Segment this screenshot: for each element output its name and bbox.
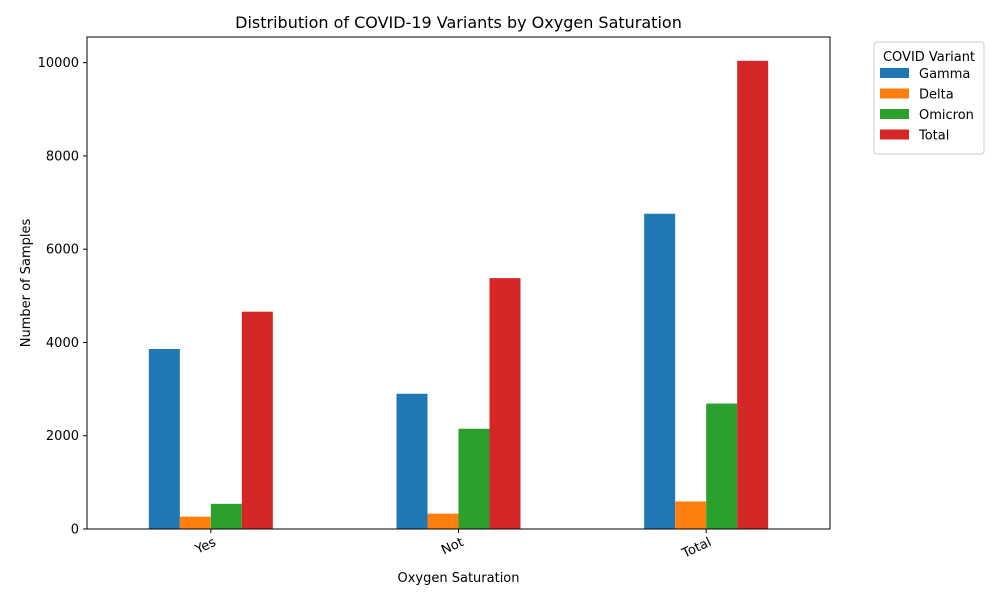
y-tick-label: 10000 bbox=[38, 56, 79, 71]
legend-swatch-total bbox=[880, 129, 909, 140]
y-tick-label: 4000 bbox=[46, 336, 79, 351]
bar-gamma-total bbox=[644, 213, 676, 529]
y-axis-title: Number of Samples bbox=[19, 219, 34, 348]
bars-group bbox=[148, 60, 769, 530]
legend-title: COVID Variant bbox=[883, 50, 975, 65]
chart-title: Distribution of COVID-19 Variants by Oxy… bbox=[235, 13, 682, 32]
bar-total-total bbox=[737, 60, 769, 530]
bar-delta-total bbox=[675, 501, 707, 529]
bar-omicron-not bbox=[458, 428, 490, 529]
legend-label-omicron: Omicron bbox=[919, 108, 974, 123]
plot-area: 0 2000 4000 6000 8000 10000 Yes Not Total bbox=[38, 36, 831, 562]
x-tick-label: Not bbox=[439, 535, 466, 558]
bar-total-yes bbox=[241, 311, 273, 529]
bar-total-not bbox=[489, 278, 521, 529]
legend-swatch-delta bbox=[880, 88, 909, 99]
y-tick-label: 0 bbox=[71, 523, 79, 538]
y-tick-label: 8000 bbox=[46, 149, 79, 164]
x-tick-label: Yes bbox=[192, 535, 218, 558]
bar-omicron-yes bbox=[210, 503, 242, 529]
legend-swatch-omicron bbox=[880, 109, 909, 119]
y-tick-label: 6000 bbox=[46, 243, 79, 258]
bar-omicron-total bbox=[706, 403, 738, 529]
x-tick-label: Total bbox=[679, 535, 714, 562]
legend-label-gamma: Gamma bbox=[919, 67, 970, 82]
x-axis: Yes Not Total bbox=[192, 529, 714, 562]
y-tick-label: 2000 bbox=[46, 429, 79, 444]
y-axis: 0 2000 4000 6000 8000 10000 bbox=[38, 56, 87, 538]
x-axis-title: Oxygen Saturation bbox=[397, 571, 519, 586]
legend-label-delta: Delta bbox=[919, 88, 954, 103]
bar-gamma-yes bbox=[148, 348, 180, 529]
bar-delta-not bbox=[427, 513, 459, 529]
legend-label-total: Total bbox=[918, 129, 949, 144]
legend-swatch-gamma bbox=[880, 68, 909, 78]
bar-delta-yes bbox=[179, 516, 211, 529]
bar-gamma-not bbox=[396, 393, 428, 529]
legend: COVID Variant Gamma Delta Omicron Total bbox=[873, 41, 985, 155]
